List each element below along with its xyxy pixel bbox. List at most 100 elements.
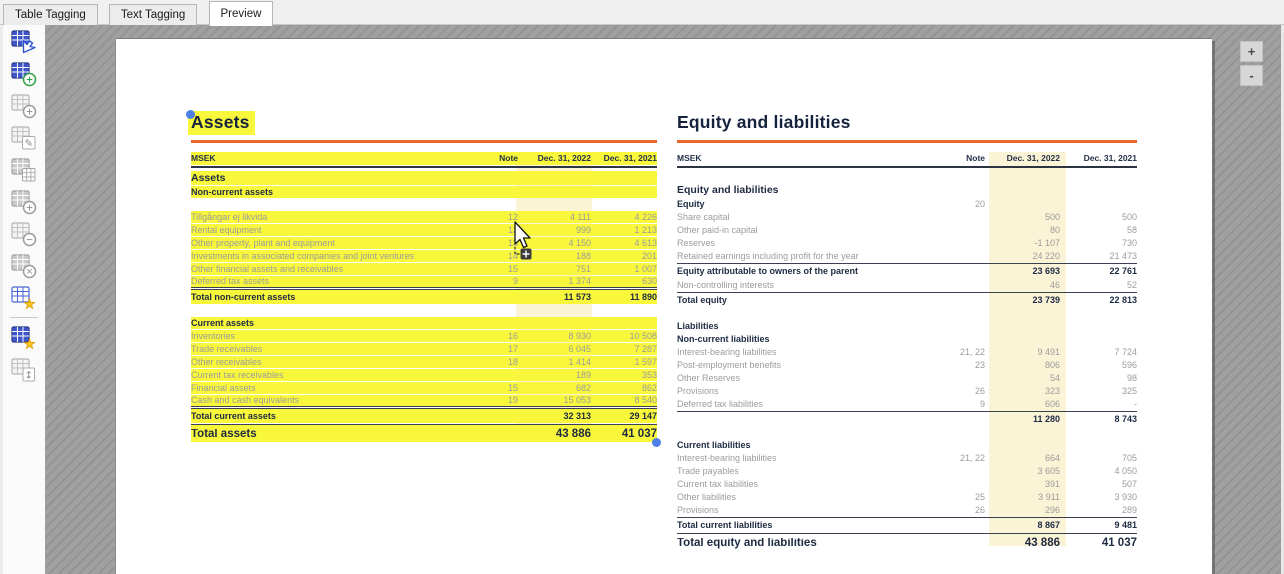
svg-text:+: + <box>26 108 34 118</box>
cell-note: 18 <box>507 356 518 367</box>
cell-label: Other receivables <box>191 356 262 367</box>
table-title: Assets <box>188 111 657 138</box>
cell-label: Provisions <box>677 385 719 396</box>
table-row: Other liabilities 25 3 911 3 930 <box>677 491 1137 503</box>
cell-v2022: 751 <box>575 263 591 274</box>
cell-v2021: 22 761 <box>1109 266 1137 276</box>
tab-preview[interactable]: Preview <box>208 1 274 26</box>
cell-v2022: 664 <box>1044 452 1060 463</box>
cell-v2022: 80 <box>1049 224 1060 235</box>
cell-label: Total current assets <box>191 411 276 421</box>
add-table-part-button[interactable]: + <box>7 186 40 217</box>
star-table-button[interactable]: ★ <box>7 282 40 313</box>
zoom-in-button[interactable]: + <box>1240 41 1263 62</box>
table-row: Total equity and liabilities 43 886 41 037 <box>677 533 1137 551</box>
cell-v2022: -1 107 <box>1034 237 1060 248</box>
select-table-button[interactable] <box>7 26 40 57</box>
insert-table-button[interactable]: + <box>7 90 40 121</box>
table-row: Other financial assets and receivables 15… <box>191 263 657 275</box>
cell-v2021: 596 <box>1121 359 1137 370</box>
cell-v2022: 11 573 <box>563 292 591 302</box>
accent-rule <box>677 140 1137 143</box>
selection-handle-top-left[interactable] <box>186 110 195 119</box>
table-title-text: Equity and liabilities <box>677 112 851 132</box>
column-header: Note <box>499 153 518 163</box>
cell-note: 21, 22 <box>959 346 985 357</box>
cell-v2021: 9 481 <box>1114 520 1137 530</box>
resize-table-button[interactable]: ↕ <box>7 354 40 385</box>
cell-label: Cash and cash equivalents <box>191 395 300 405</box>
table-row: Equity 20 <box>677 198 1137 210</box>
cell-v2021: 3 930 <box>1114 491 1137 502</box>
cell-label: Trade receivables <box>191 343 263 354</box>
cell-v2022: 682 <box>575 382 591 393</box>
table-row: Equity and liabilities <box>677 183 1137 197</box>
column-header: Dec. 31, 2021 <box>1083 153 1137 163</box>
table-row: Non-current assets <box>191 186 657 198</box>
svg-text:+: + <box>26 76 34 86</box>
cell-v2021: 730 <box>1121 237 1137 248</box>
cell-v2021: 500 <box>1121 211 1137 222</box>
cell-label: Inventories <box>191 330 236 341</box>
remove-table-part-icon: − <box>11 222 37 247</box>
table-row: Liabilities <box>677 320 1137 332</box>
star-table-active-button[interactable]: ★ <box>7 322 40 353</box>
tab-label: Text Tagging <box>120 9 186 21</box>
document-workspace: Assets MSEK Note Dec. 31, 2022 Dec. 31, 2021… <box>45 25 1284 574</box>
cell-label: Trade payables <box>677 465 739 476</box>
table-spacer-row <box>191 199 657 210</box>
cell-v2022: 606 <box>1044 398 1060 409</box>
remove-table-part-button[interactable]: − <box>7 218 40 249</box>
cell-v2021: 21 473 <box>1109 250 1137 261</box>
table-row: Post-employment benefits 23 806 596 <box>677 359 1137 371</box>
cell-label: Interest-bearing liabilities <box>677 346 777 357</box>
resize-table-icon: ↕ <box>11 358 35 382</box>
edit-table-button[interactable]: ✎ <box>7 122 40 153</box>
cell-v2022: 6 045 <box>568 343 591 354</box>
cell-v2022: 8 867 <box>1037 520 1060 530</box>
cell-label: Other paid-in capital <box>677 224 758 235</box>
cell-note: 14 <box>507 250 518 261</box>
delete-table-button[interactable]: ✕ <box>7 250 40 281</box>
cell-v2021: 630 <box>641 276 657 286</box>
split-table-button[interactable] <box>7 154 40 185</box>
svg-text:✕: ✕ <box>26 268 34 278</box>
cell-v2022: 24 220 <box>1032 250 1060 261</box>
cell-v2022: 4 150 <box>568 237 591 248</box>
tab-table-tagging[interactable]: Table Tagging <box>3 4 98 25</box>
cell-note: 19 <box>507 395 518 405</box>
tab-text-tagging[interactable]: Text Tagging <box>108 4 198 25</box>
cell-label: Other Reserves <box>677 372 741 383</box>
zoom-out-button[interactable]: - <box>1240 65 1263 86</box>
cell-label: Interest-bearing liabilities <box>677 452 777 463</box>
cell-v2021: 4 613 <box>634 237 657 248</box>
cell-label: Tillgångar ej likvida <box>191 211 268 222</box>
tab-bar: Table Tagging Text Tagging Preview <box>0 0 1284 26</box>
header-rule <box>191 166 657 168</box>
vertical-scrollbar[interactable] <box>1281 25 1284 574</box>
star-table-active-icon: ★ <box>11 326 36 351</box>
cell-label: Rental equipment <box>191 224 262 235</box>
cell-note: 15 <box>507 263 518 274</box>
accent-rule <box>191 140 657 143</box>
table-row: Tillgångar ej likvida 12 4 111 4 226 <box>191 211 657 223</box>
cell-v2022: 188 <box>575 250 591 261</box>
tagged-table-assets[interactable]: Assets MSEK Note Dec. 31, 2022 Dec. 31, 2021… <box>186 110 661 447</box>
cell-note: 13 <box>507 237 518 248</box>
table-row: Trade payables 3 605 4 050 <box>677 465 1137 477</box>
table-equity-and-liabilities[interactable]: Equity and liabilities MSEK Note Dec. 31, 2… <box>677 111 1137 552</box>
cell-v2022: 15 053 <box>563 395 591 405</box>
cell-v2022: 323 <box>1044 385 1060 396</box>
selection-handle-bottom-right[interactable] <box>652 438 661 447</box>
cell-label: Deferred tax assets <box>191 276 270 286</box>
table-row: Inventories 16 8 930 10 508 <box>191 330 657 342</box>
cell-v2021: 862 <box>641 382 657 393</box>
table-tools-sidebar: + + ✎ + − ✕ ★ ★ ↕ <box>0 25 45 574</box>
table-row: Equity attributable to owners of the par… <box>677 263 1137 278</box>
cell-label: Post-employment benefits <box>677 359 782 370</box>
cell-v2022: 23 693 <box>1032 266 1060 276</box>
new-table-button[interactable]: + <box>7 58 40 89</box>
cell-label: Total current liabilities <box>677 520 773 530</box>
add-table-part-icon: + <box>11 190 37 215</box>
table-row: Total non-current assets 11 573 11 890 <box>191 289 657 304</box>
